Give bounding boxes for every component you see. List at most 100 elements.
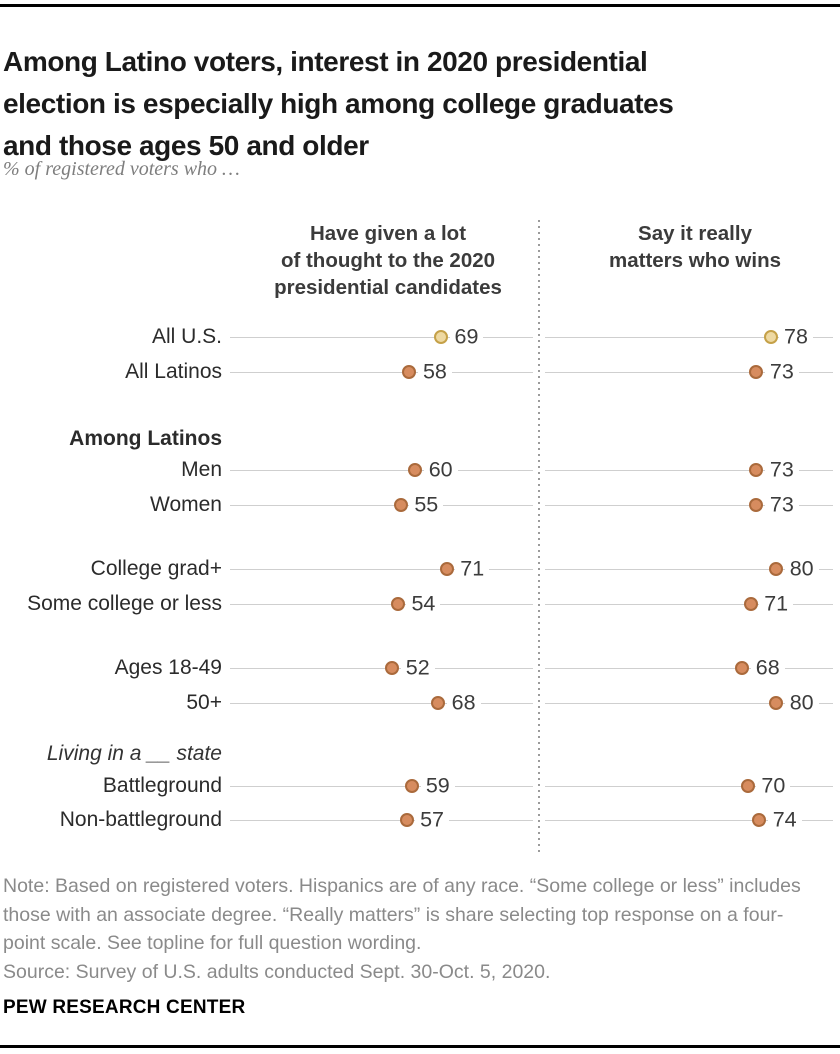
gridline [545,569,833,571]
data-dot [735,661,750,676]
row-label: College grad+ [90,557,222,581]
group-header-label: Among Latinos [69,426,222,450]
value-label: 73 [764,359,799,385]
data-dot [763,330,778,345]
row-label: Battleground [102,773,222,797]
gridline [230,668,533,670]
gridline [545,785,833,787]
data-dot [390,596,405,611]
value-label: 73 [764,492,799,518]
source-text: Source: Survey of U.S. adults conducted … [3,960,551,983]
rows: All U.S. 69 78 All Latinos 58 73 Among Latinos… [0,320,840,838]
gridline [545,337,833,339]
row-spacer [0,522,840,552]
row-label: 50+ [186,690,222,714]
value-label: 52 [400,655,435,681]
value-label: 58 [417,359,452,385]
gridline [230,603,533,605]
data-dot [740,778,755,793]
data-dot [752,813,767,828]
dot-plot-chart: Have given a lot of thought to the 2020 … [0,210,840,858]
bottom-rule [0,1045,840,1048]
chart-row: Battleground 59 70 [0,769,840,804]
row-spacer [0,621,840,651]
pew-research-center-wordmark: PEW RESEARCH CENTER [3,997,246,1018]
data-dot [408,463,423,478]
chart-row: Ages 18-49 52 68 [0,651,840,686]
chart-row: Men 60 73 [0,453,840,488]
row-label: Men [181,458,222,482]
gridline [230,371,533,373]
note-text: Note: Based on registered voters. Hispan… [3,875,801,954]
value-label: 69 [449,324,484,350]
chart-row: College grad+ 71 80 [0,552,840,587]
column-header-matters: Say it really matters who wins [608,222,781,272]
row-label: Some college or less [27,591,222,615]
gridline [545,668,833,670]
footnote-block: Note: Based on registered voters. Hispan… [3,872,831,986]
value-label: 55 [409,492,444,518]
row-label: Non-battleground [59,808,222,832]
page-title: Among Latino voters, interest in 2020 pr… [3,45,674,161]
group-header-row: Living in a __ state [0,740,840,769]
chart-row: Non-battleground 57 74 [0,803,840,838]
data-dot [769,695,784,710]
data-dot [434,330,449,345]
gridline [545,820,833,822]
column-header-thought: Have given a lot of thought to the 2020 … [274,222,502,299]
group-header-label: Living in a __ state [46,742,222,766]
group-header-row: Among Latinos [0,425,840,454]
value-label: 57 [415,807,449,833]
data-dot [769,562,784,577]
chart-row: All Latinos 58 73 [0,355,840,390]
data-dot [431,695,446,710]
row-label: Women [150,492,222,516]
gridline [230,337,533,339]
row-label: All Latinos [125,359,222,383]
value-label: 78 [779,324,813,350]
gridline [230,504,533,506]
gridline [230,820,533,822]
value-label: 71 [455,556,490,582]
data-dot [402,364,417,379]
chart-subtitle: % of registered voters who … [3,158,240,180]
row-label: All U.S. [151,325,222,349]
gridline [545,702,833,704]
data-dot [393,497,408,512]
data-dot [749,364,764,379]
value-label: 60 [423,457,458,483]
chart-row: 50+ 68 80 [0,686,840,721]
data-dot [439,562,454,577]
chart-row: Women 55 73 [0,488,840,523]
gridline [545,504,833,506]
value-label: 73 [764,457,799,483]
data-dot [749,497,764,512]
value-label: 59 [420,773,455,799]
value-label: 71 [759,591,794,617]
value-label: 68 [750,655,785,681]
gridline [230,702,533,704]
value-label: 80 [784,556,819,582]
gridline [545,470,833,472]
value-label: 80 [784,690,819,716]
gridline [545,603,833,605]
gridline [230,785,533,787]
row-label: Ages 18-49 [114,656,222,680]
dotted-column-divider [538,220,540,852]
value-label: 54 [406,591,441,617]
value-label: 70 [756,773,791,799]
gridline [545,371,833,373]
data-dot [399,813,414,828]
chart-row: Some college or less 54 71 [0,587,840,622]
top-rule [0,4,840,7]
gridline [230,470,533,472]
gridline [230,569,533,571]
data-dot [743,596,758,611]
data-dot [385,661,400,676]
data-dot [405,778,420,793]
value-label: 68 [446,690,481,716]
chart-row: All U.S. 69 78 [0,320,840,355]
data-dot [749,463,764,478]
value-label: 74 [767,807,802,833]
